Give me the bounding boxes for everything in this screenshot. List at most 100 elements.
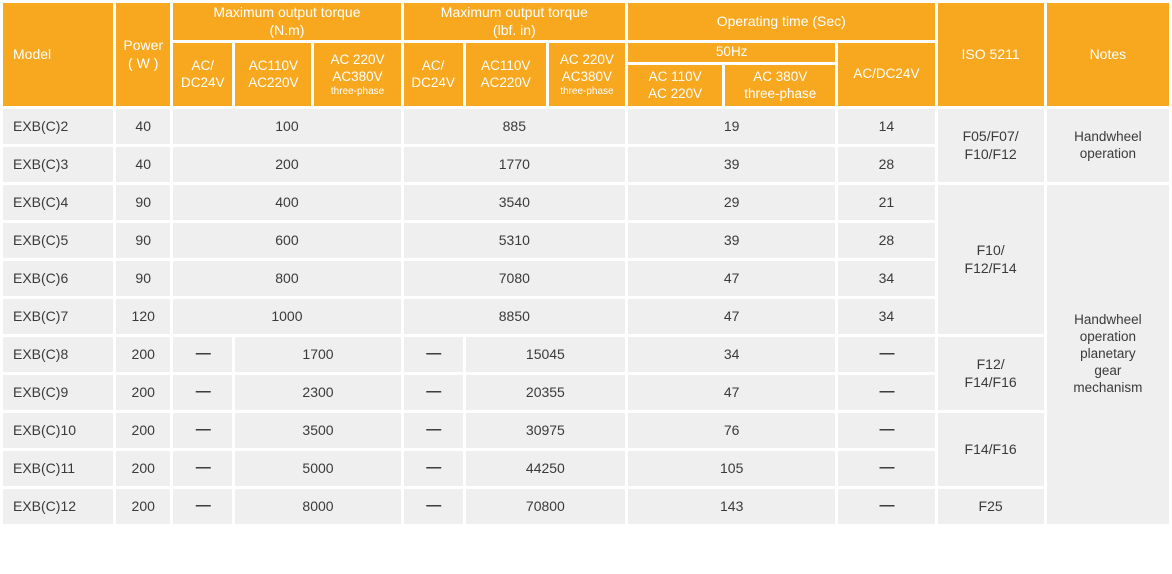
cell-torque-nm-acdc-dash: — <box>170 410 236 451</box>
cell-power: 90 <box>113 258 174 299</box>
cell-iso5211: F14/F16 <box>934 410 1047 489</box>
cell-torque-nm-acdc-dash: — <box>170 372 236 413</box>
cell-time-50hz: 39 <box>625 220 839 261</box>
cell-time-50hz: 29 <box>625 182 839 223</box>
cell-torque-nm: 400 <box>170 182 404 223</box>
header-lbf-three-phase-label: three-phase <box>560 85 614 97</box>
cell-torque-nm: 600 <box>170 220 404 261</box>
cell-torque-lbf: 885 <box>400 106 629 147</box>
cell-torque-nm: 100 <box>170 106 404 147</box>
table-row: EXB(C)6 90 800 7080 47 34 <box>0 258 1171 299</box>
table-row: EXB(C)11 200 — 5000 — 44250 105 — <box>0 448 1171 489</box>
table-row: EXB(C)5 90 600 5310 39 28 <box>0 220 1171 261</box>
header-torque-nm: Maximum output torque (N.m) <box>170 0 404 43</box>
cell-iso5211: F05/F07/ F10/F12 <box>934 106 1047 185</box>
cell-torque-nm: 8000 <box>232 486 404 527</box>
cell-model: EXB(C)11 <box>0 448 117 489</box>
cell-time-acdc24v: 21 <box>835 182 938 223</box>
cell-power: 200 <box>113 334 174 375</box>
cell-model: EXB(C)7 <box>0 296 117 337</box>
header-notes: Notes <box>1043 0 1172 109</box>
cell-time-50hz: 143 <box>625 486 839 527</box>
cell-time-acdc24v: — <box>835 486 938 527</box>
cell-time-acdc24v: 34 <box>835 258 938 299</box>
header-lbf-ac220-380: AC 220V AC380V three-phase <box>545 40 629 109</box>
header-model: Model <box>0 0 117 109</box>
cell-power: 40 <box>113 106 174 147</box>
cell-iso5211: F25 <box>934 486 1047 527</box>
cell-time-50hz: 76 <box>625 410 839 451</box>
cell-torque-lbf: 15045 <box>462 334 629 375</box>
table-row: EXB(C)12 200 — 8000 — 70800 143 — F25 <box>0 486 1171 527</box>
cell-torque-nm: 1700 <box>232 334 404 375</box>
header-torque-lbf: Maximum output torque (lbf. in) <box>400 0 629 43</box>
cell-torque-lbf-acdc-dash: — <box>400 372 466 413</box>
header-iso5211: ISO 5211 <box>934 0 1047 109</box>
cell-notes: Handwheel operation <box>1043 106 1172 185</box>
cell-torque-nm: 5000 <box>232 448 404 489</box>
cell-time-acdc24v: — <box>835 372 938 413</box>
cell-time-acdc24v: 28 <box>835 220 938 261</box>
cell-power: 200 <box>113 410 174 451</box>
cell-torque-lbf: 44250 <box>462 448 629 489</box>
cell-torque-lbf: 8850 <box>400 296 629 337</box>
table-row: EXB(C)7 120 1000 8850 47 34 <box>0 296 1171 337</box>
header-50hz: 50Hz <box>625 40 839 65</box>
cell-power: 90 <box>113 220 174 261</box>
header-time-acdc24v: AC/DC24V <box>835 40 938 109</box>
cell-model: EXB(C)6 <box>0 258 117 299</box>
cell-time-50hz: 19 <box>625 106 839 147</box>
cell-model: EXB(C)4 <box>0 182 117 223</box>
table-body: EXB(C)2 40 100 885 19 14 F05/F07/ F10/F1… <box>0 106 1172 527</box>
cell-torque-lbf: 3540 <box>400 182 629 223</box>
cell-torque-nm: 2300 <box>232 372 404 413</box>
table-row: EXB(C)9 200 — 2300 — 20355 47 — <box>0 372 1171 413</box>
cell-time-50hz: 47 <box>625 258 839 299</box>
header-time-ac380: AC 380V three-phase <box>722 62 839 109</box>
cell-model: EXB(C)8 <box>0 334 117 375</box>
cell-torque-lbf-acdc-dash: — <box>400 334 466 375</box>
cell-torque-lbf: 70800 <box>462 486 629 527</box>
cell-torque-lbf-acdc-dash: — <box>400 410 466 451</box>
cell-torque-lbf: 7080 <box>400 258 629 299</box>
table-header: Model Power ( W ) Maximum output torque … <box>0 0 1172 109</box>
cell-power: 120 <box>113 296 174 337</box>
cell-time-acdc24v: 34 <box>835 296 938 337</box>
header-nm-acdc24v: AC/ DC24V <box>170 40 236 109</box>
header-time-ac110-220: AC 110V AC 220V <box>625 62 726 109</box>
cell-power: 40 <box>113 144 174 185</box>
cell-iso5211: F12/ F14/F16 <box>934 334 1047 413</box>
cell-model: EXB(C)2 <box>0 106 117 147</box>
cell-power: 200 <box>113 486 174 527</box>
cell-torque-lbf: 30975 <box>462 410 629 451</box>
cell-torque-lbf-acdc-dash: — <box>400 486 466 527</box>
cell-time-acdc24v: — <box>835 448 938 489</box>
header-operating-time: Operating time (Sec) <box>625 0 938 43</box>
table-row: EXB(C)8 200 — 1700 — 15045 34 — F12/ F14… <box>0 334 1171 413</box>
header-nm-three-phase-label: three-phase <box>330 85 385 97</box>
cell-time-50hz: 34 <box>625 334 839 375</box>
cell-iso5211: F10/ F12/F14 <box>934 182 1047 337</box>
header-nm-ac220-380: AC 220V AC380V three-phase <box>311 40 404 109</box>
cell-power: 200 <box>113 448 174 489</box>
cell-torque-nm: 3500 <box>232 410 404 451</box>
table-row: EXB(C)3 40 200 1770 39 28 <box>0 144 1171 185</box>
header-nm-ac220-380-label: AC 220V AC380V <box>330 52 385 84</box>
header-nm-ac110-220: AC110V AC220V <box>232 40 315 109</box>
cell-power: 200 <box>113 372 174 413</box>
spec-table: Model Power ( W ) Maximum output torque … <box>0 0 1172 527</box>
cell-time-50hz: 47 <box>625 296 839 337</box>
cell-notes: Handwheel operation planetary gear mecha… <box>1043 182 1172 527</box>
header-row-groups: Model Power ( W ) Maximum output torque … <box>0 0 1172 109</box>
header-power: Power ( W ) <box>113 0 174 109</box>
cell-torque-nm: 200 <box>170 144 404 185</box>
cell-model: EXB(C)5 <box>0 220 117 261</box>
cell-time-acdc24v: — <box>835 334 938 375</box>
cell-torque-nm: 800 <box>170 258 404 299</box>
table-row: EXB(C)10 200 — 3500 — 30975 76 — F14/F16 <box>0 410 1171 489</box>
cell-torque-nm-acdc-dash: — <box>170 334 236 375</box>
cell-time-50hz: 39 <box>625 144 839 185</box>
cell-time-acdc24v: — <box>835 410 938 451</box>
cell-power: 90 <box>113 182 174 223</box>
